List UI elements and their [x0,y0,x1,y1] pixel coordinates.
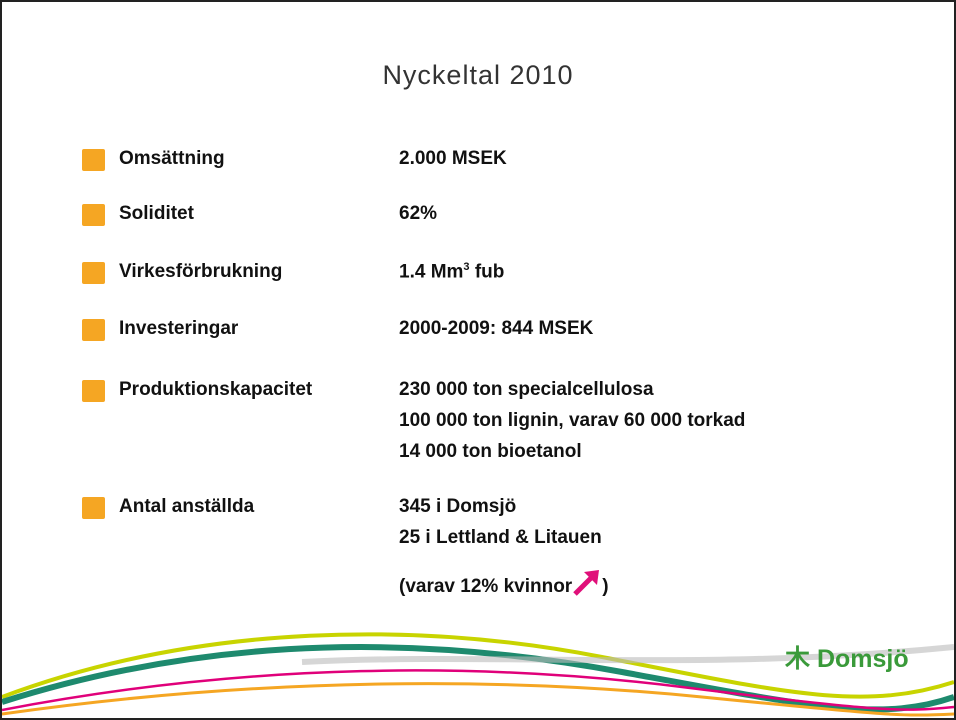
row-label: Antal anställda [119,496,255,517]
row-label: Produktionskapacitet [119,379,313,400]
value-text: fub [469,261,505,283]
value-line: 1.4 Mm3 fub [399,261,504,292]
value-text: 1.4 Mm [399,261,464,283]
value-line: 2000-2009: 844 MSEK [399,318,594,339]
bullet [82,380,105,402]
row-values: 1.4 Mm3 fub [399,261,504,292]
logo: ⽊ Domsjö [785,639,909,675]
value-text: ) [602,576,609,597]
value-line: 230 000 ton specialcellulosa [399,379,654,400]
bullet [82,497,105,519]
value-line: 345 i Domsjö [399,496,517,517]
value-text: (varav 12% kvinnor [399,576,573,597]
row-values: 2.000 MSEK [399,148,507,179]
value-line: 14 000 ton bioetanol [399,441,582,462]
row-values: 345 i Domsjö 25 i Lettland & Litauen (vara… [399,496,609,599]
value-line: (varav 12% kvinnor) [399,568,609,599]
decoration [2,632,954,717]
row-label: Soliditet [119,203,194,224]
value-line: 62% [399,203,438,224]
row-values: 62% [399,203,437,234]
logo-icon: ⽊ [785,645,817,673]
row-label: Investeringar [119,318,239,339]
row-label: Omsättning [119,148,225,169]
bullet [82,149,105,171]
value-line: 25 i Lettland & Litauen [399,527,602,548]
logo-text: Domsjö [816,645,909,673]
row-values: 2000-2009: 844 MSEK [399,318,593,349]
bullet [82,204,105,226]
value-line: 100 000 ton lignin, varav 60 000 torkad [399,410,746,431]
slide-title: Nyckeltal 2010 [382,60,574,90]
bullet [82,262,105,284]
row-label: Virkesförbrukning [119,261,283,282]
superscript: 3 [463,261,470,273]
value-line: 2.000 MSEK [399,148,507,169]
row-values: 230 000 ton specialcellulosa 100 000 ton … [399,379,745,472]
bullet [82,319,105,341]
arrow [573,570,600,596]
